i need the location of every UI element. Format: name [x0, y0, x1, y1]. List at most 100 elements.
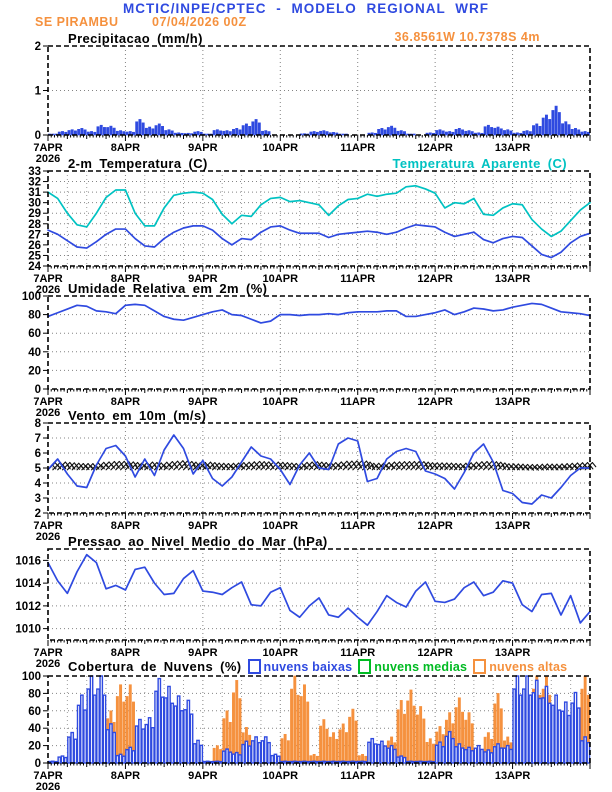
legend-label: nuvens medias — [374, 659, 468, 674]
x-day-label: 11APR — [340, 396, 375, 408]
y-tick-label: 0 — [35, 384, 41, 396]
panel-pressure: 1010 1012 1014 1016 7APR 8APR 9APR 10APR 11APR 12… — [15, 548, 591, 670]
y-tick-label: 27 — [28, 229, 41, 241]
series-bars-precipitacao — [48, 105, 590, 136]
y-tick-label: 4 — [35, 478, 42, 490]
x-day-label: 12APR — [417, 273, 453, 285]
x-day-label: 13APR — [495, 396, 531, 408]
wind-panel-title: Vento em 10m (m/s) — [68, 408, 207, 423]
series-line-2-m-temperatura-c- — [47, 223, 591, 259]
x-day-label: 10APR — [263, 142, 299, 154]
pressure-panel-title: Pressao ao Nivel Medio do Mar (hPa) — [68, 534, 328, 549]
y-tick-label: 6 — [35, 448, 41, 460]
x-year-label: 2026 — [36, 153, 60, 165]
legend-swatch-blue-icon — [247, 659, 261, 674]
x-day-label: 12APR — [417, 770, 453, 782]
y-tick-label: 31 — [28, 187, 41, 199]
clouds-panel-title: Cobertura de Nuvens (%) — [68, 659, 242, 674]
page-title: MCTIC/INPE/CPTEC - MODELO REGIONAL WRF — [123, 1, 489, 16]
panel-precip: 0 1 2 7APR 8APR 9APR 10APR 11APR 12APR 13APR 2026 — [33, 41, 591, 165]
y-tick-label: 0 — [35, 758, 41, 770]
y-tick-label: 1010 — [15, 624, 41, 636]
y-tick-label: 1014 — [15, 578, 41, 590]
apparent-temp-title: Temperatura Aparente (C) — [392, 156, 567, 171]
y-tick-label: 2 — [35, 508, 41, 520]
x-day-label: 11APR — [340, 142, 375, 154]
x-day-label: 7APR — [33, 396, 62, 408]
x-day-label: 13APR — [495, 273, 531, 285]
x-day-label: 7APR — [33, 647, 62, 659]
legend-item-nuvens-altas: nuvens altas — [473, 659, 567, 674]
x-day-label: 10APR — [263, 520, 299, 532]
series-line-pressao — [47, 553, 591, 627]
y-tick-label: 0 — [35, 130, 41, 142]
x-day-label: 10APR — [263, 770, 299, 782]
x-day-label: 7APR — [33, 142, 62, 154]
y-tick-label: 20 — [28, 741, 41, 753]
series-line-temperatura-aparente-c- — [47, 184, 591, 238]
legend-label: nuvens baixas — [263, 659, 353, 674]
y-tick-label: 33 — [28, 166, 41, 178]
x-day-label: 9APR — [188, 142, 217, 154]
x-year-label: 2026 — [36, 407, 60, 419]
y-tick-label: 30 — [28, 198, 41, 210]
panel-humidity: 0 20 40 60 80 100 7APR 8APR 9APR 10APR 11APR 12APR 1… — [22, 291, 591, 419]
x-day-label: 7APR — [33, 520, 62, 532]
y-tick-label: 5 — [35, 463, 42, 475]
x-day-label: 8APR — [111, 273, 140, 285]
station-coordinates: 36.8561W 10.7378S 4m — [394, 30, 540, 44]
y-tick-label: 1016 — [15, 555, 41, 567]
y-tick-label: 7 — [35, 433, 41, 445]
y-tick-label: 80 — [28, 688, 41, 700]
x-year-label: 2026 — [36, 284, 60, 296]
y-tick-label: 24 — [28, 261, 41, 273]
x-day-label: 11APR — [340, 520, 375, 532]
x-day-label: 12APR — [417, 142, 453, 154]
series-line-velocidade-do-vento — [47, 434, 591, 505]
panel-clouds: 0 20 40 60 80 100 7APR 8APR 9APR 10APR 11APR 12APR 1… — [22, 671, 591, 792]
x-day-label: 9APR — [188, 396, 217, 408]
x-day-label: 13APR — [495, 520, 531, 532]
x-year-label: 2026 — [36, 658, 60, 670]
x-day-label: 9APR — [188, 273, 217, 285]
x-day-label: 11APR — [340, 770, 375, 782]
clouds-panel-header: Cobertura de Nuvens (%) nuvens baixas nu… — [68, 659, 567, 674]
x-day-label: 10APR — [263, 647, 299, 659]
panel-wind: 2 3 4 5 6 7 8 7APR 8APR 9APR 10APR 11APR 12APR 13APR 2… — [33, 418, 597, 543]
x-day-label: 12APR — [417, 520, 453, 532]
y-tick-label: 100 — [22, 291, 41, 303]
temp-panel-title: 2-m Temperatura (C) — [68, 156, 208, 171]
x-day-label: 8APR — [111, 770, 140, 782]
x-day-label: 8APR — [111, 142, 140, 154]
x-day-label: 12APR — [417, 647, 453, 659]
x-day-label: 9APR — [188, 520, 217, 532]
x-day-label: 12APR — [417, 396, 453, 408]
y-tick-label: 80 — [28, 310, 41, 322]
y-tick-label: 25 — [28, 250, 41, 262]
series-line-umidade-relativa — [47, 302, 591, 324]
wind-barbs — [47, 460, 597, 471]
x-day-label: 11APR — [340, 273, 375, 285]
y-tick-label: 40 — [28, 347, 41, 359]
legend-item-nuvens-medias: nuvens medias — [358, 659, 467, 674]
x-day-label: 13APR — [495, 142, 531, 154]
y-tick-label: 1 — [35, 86, 42, 98]
y-tick-label: 32 — [28, 177, 41, 189]
x-year-label: 2026 — [36, 781, 60, 792]
y-tick-label: 29 — [28, 208, 41, 220]
x-day-label: 10APR — [263, 273, 299, 285]
model-run-datetime: 07/04/2026 00Z — [152, 15, 247, 29]
x-day-label: 13APR — [495, 770, 531, 782]
x-day-label: 10APR — [263, 396, 299, 408]
y-tick-label: 1012 — [15, 601, 41, 613]
series-bars-nuvens-baixas — [47, 675, 591, 764]
x-day-label: 8APR — [111, 520, 140, 532]
x-day-label: 7APR — [33, 273, 62, 285]
legend-swatch-green-icon — [358, 659, 372, 674]
x-day-label: 8APR — [111, 396, 140, 408]
x-day-label: 9APR — [188, 770, 217, 782]
x-day-label: 7APR — [33, 770, 62, 782]
legend-swatch-orange-icon — [473, 659, 487, 674]
